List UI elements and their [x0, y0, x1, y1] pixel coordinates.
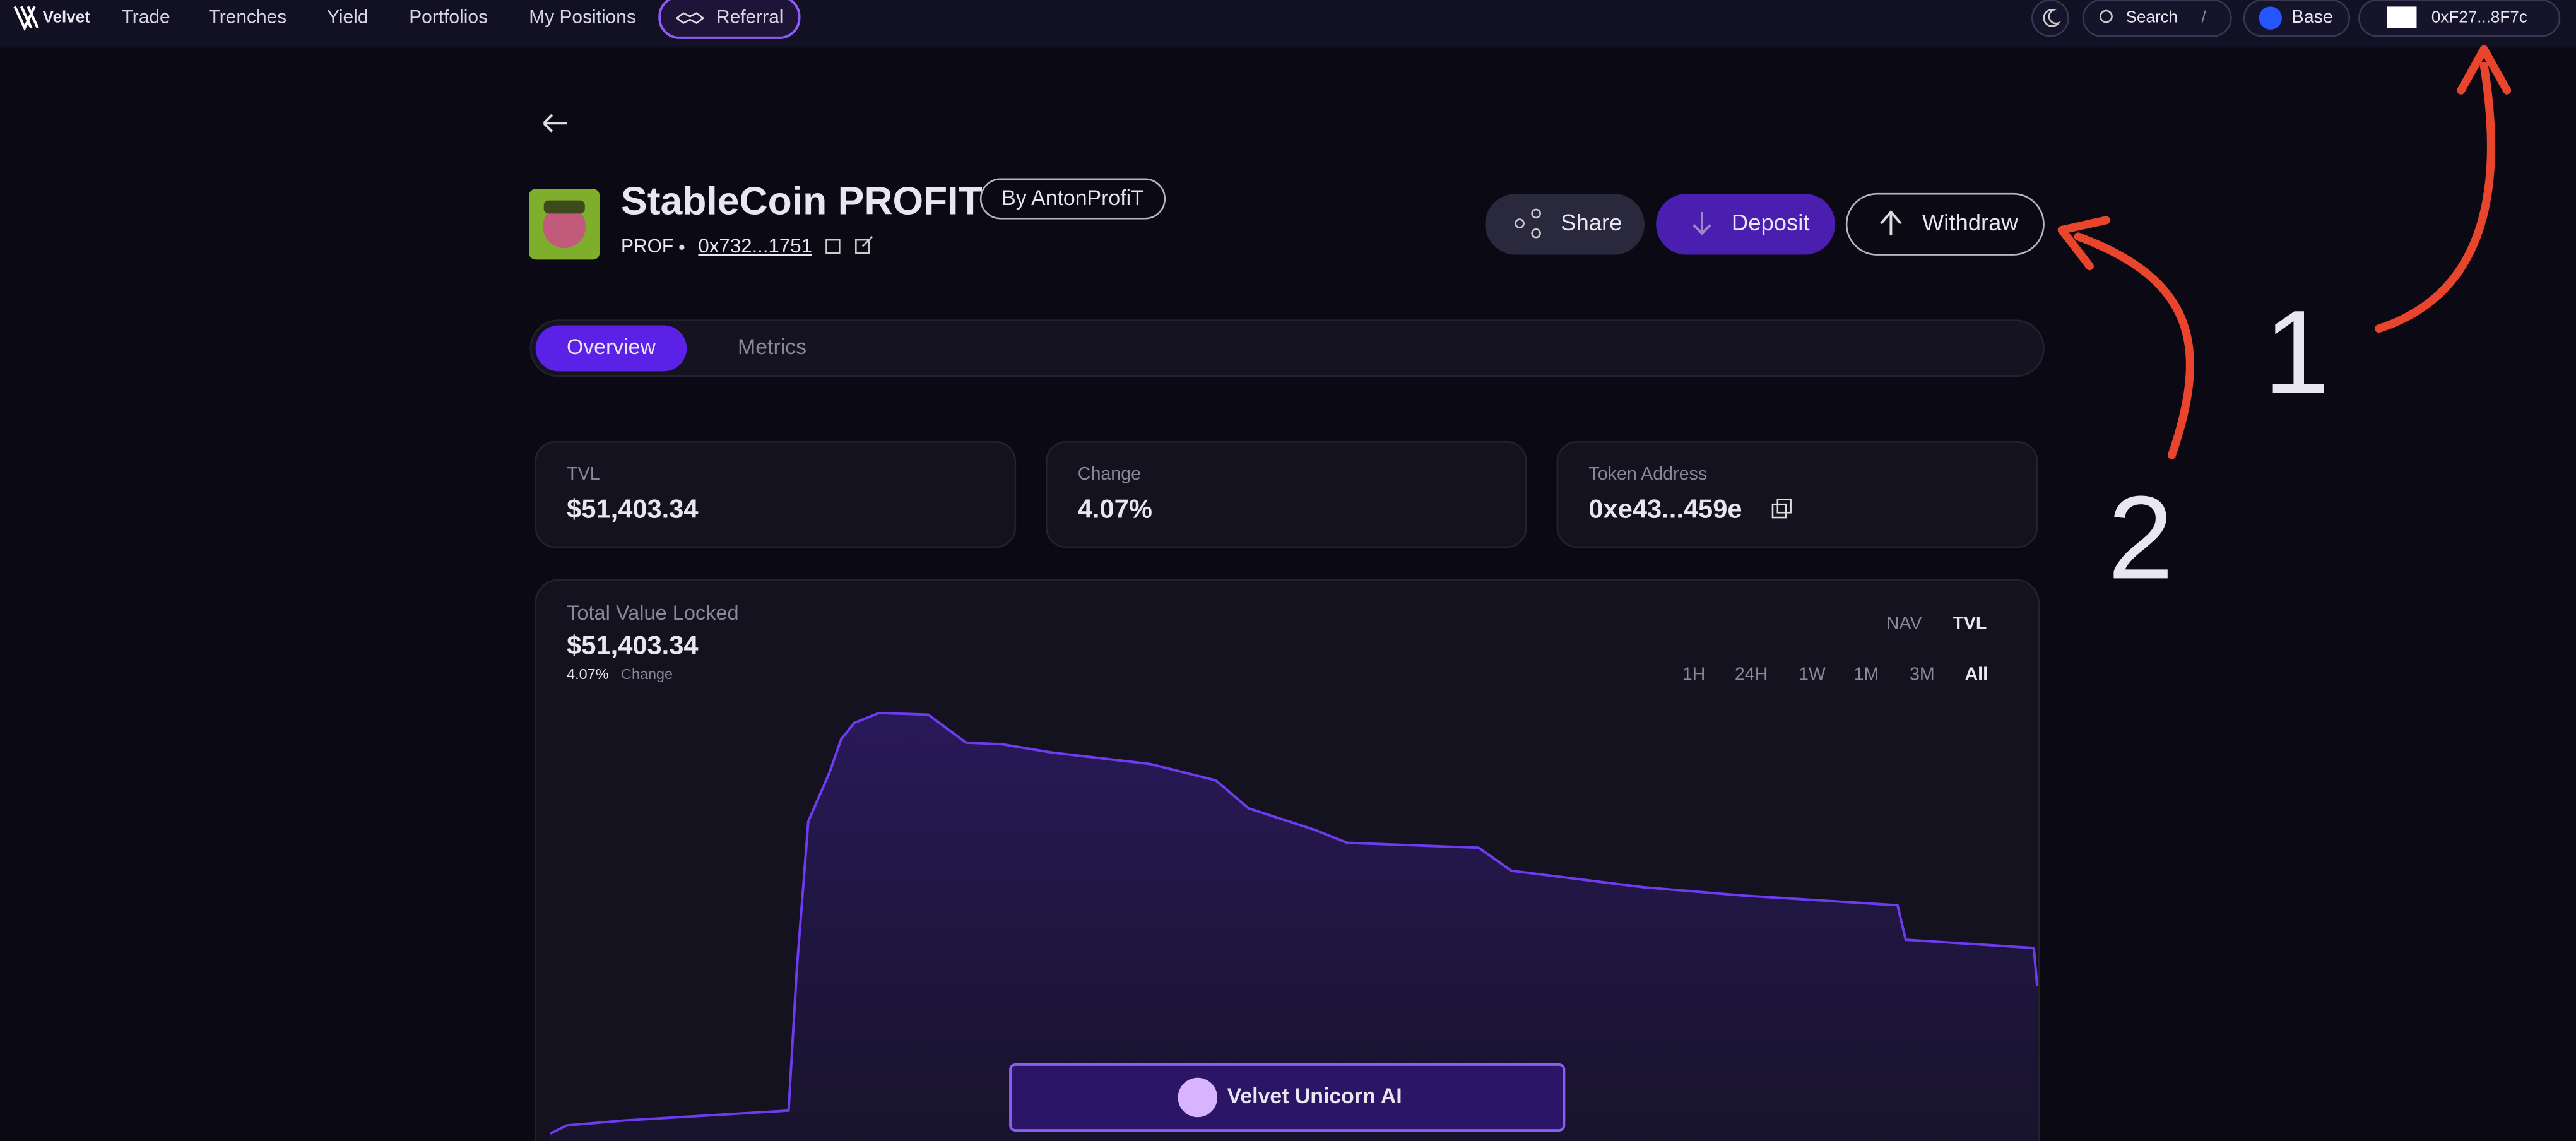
assistant-button[interactable] — [1009, 1063, 1566, 1132]
annotation-arrowhead — [2057, 216, 2110, 271]
tab-bar — [529, 319, 2045, 377]
referral-label[interactable]: Referral — [716, 7, 783, 28]
stat-card — [1046, 440, 1527, 548]
theme-toggle[interactable] — [2031, 0, 2069, 37]
range-option[interactable]: 3M — [1910, 665, 1935, 685]
annotation-arrow — [2074, 232, 2194, 459]
chart-value: $51,403.34 — [567, 630, 698, 660]
share-button[interactable] — [1485, 194, 1645, 255]
annotation-number: 1 — [2264, 285, 2329, 418]
range-option[interactable]: 24H — [1735, 665, 1768, 685]
withdraw-label[interactable]: Withdraw — [1922, 210, 2019, 235]
creator-label: By AntonProfiT — [1001, 186, 1144, 210]
tab-metrics[interactable]: Metrics — [738, 335, 806, 359]
logo[interactable]: Velvet — [43, 8, 91, 27]
search-placeholder: Search — [2126, 8, 2178, 27]
assistant-icon — [1178, 1077, 1218, 1118]
range-option[interactable]: All — [1964, 665, 1988, 685]
share-label[interactable]: Share — [1561, 210, 1622, 235]
stat-label: Token Address — [1588, 464, 1707, 484]
search-box[interactable] — [2082, 0, 2232, 37]
wallet-icon — [2387, 6, 2417, 28]
network-label[interactable]: Base — [2292, 7, 2333, 27]
referral-icon — [675, 12, 705, 24]
nav-item[interactable]: My Positions — [529, 7, 636, 28]
moon-icon — [2043, 9, 2061, 27]
nav-item[interactable]: Yield — [327, 7, 368, 28]
avatar-face — [543, 205, 586, 249]
annotation-arrow — [2375, 61, 2495, 333]
stat-card — [535, 440, 1017, 548]
tab-active[interactable] — [535, 325, 687, 372]
logo-mark — [13, 6, 39, 32]
search-shortcut: / — [2201, 8, 2206, 27]
assistant-label[interactable]: Velvet Unicorn AI — [1227, 1084, 1402, 1108]
mode-tvl[interactable]: TVL — [1953, 613, 1987, 634]
range-option[interactable]: 1W — [1799, 665, 1826, 685]
avatar-cap — [543, 200, 585, 214]
share-icon — [1531, 208, 1541, 219]
chart-change: 4.07% — [567, 666, 608, 682]
stat-value: 4.07% — [1078, 494, 1152, 524]
deposit-button[interactable] — [1656, 194, 1835, 255]
copy-icon[interactable] — [1776, 499, 1792, 514]
deposit-icon — [1693, 211, 1711, 235]
stat-value: $51,403.34 — [567, 494, 698, 524]
chart-change-label: Change — [621, 666, 673, 682]
range-option[interactable]: 1M — [1853, 665, 1879, 685]
back-arrow[interactable] — [543, 114, 567, 133]
vault-title: StableCoin PROFIT — [621, 179, 983, 223]
network-icon — [2259, 6, 2283, 30]
range-option[interactable]: 1H — [1682, 665, 1706, 685]
tvl-area — [550, 712, 2038, 1141]
annotation-arrowhead — [2457, 45, 2512, 95]
withdraw-button[interactable] — [1845, 192, 2045, 256]
referral-button[interactable] — [658, 0, 801, 39]
vault-address[interactable]: 0x732...1751 — [698, 235, 812, 257]
stat-label: Change — [1078, 464, 1141, 484]
symbol: PROF — [621, 236, 673, 257]
stat-value: 0xe43...459e — [1588, 494, 1742, 524]
nav-item[interactable]: Trenches — [209, 7, 287, 28]
stat-label: TVL — [567, 464, 600, 484]
copy-icon[interactable] — [825, 239, 841, 254]
tvl-line — [550, 711, 2039, 1135]
mode-nav[interactable]: NAV — [1886, 613, 1922, 634]
external-link-icon[interactable] — [855, 235, 873, 254]
withdraw-icon — [1880, 210, 1902, 235]
deposit-label[interactable]: Deposit — [1732, 210, 1810, 235]
nav-item[interactable]: Trade — [122, 7, 170, 28]
tab-overview[interactable]: Overview — [567, 335, 656, 359]
annotation-number: 2 — [2108, 471, 2173, 603]
chart-title: Total Value Locked — [567, 601, 738, 624]
wallet-address[interactable]: 0xF27...8F7c — [2431, 8, 2527, 27]
search-icon — [2100, 9, 2113, 23]
creator-badge — [979, 178, 1166, 220]
stat-card — [1556, 440, 2038, 548]
nav-item[interactable]: Portfolios — [409, 7, 488, 28]
share-icon — [1531, 228, 1541, 239]
share-icon — [1515, 218, 1525, 228]
copy-icon[interactable] — [1771, 503, 1787, 519]
separator-dot — [679, 244, 685, 250]
